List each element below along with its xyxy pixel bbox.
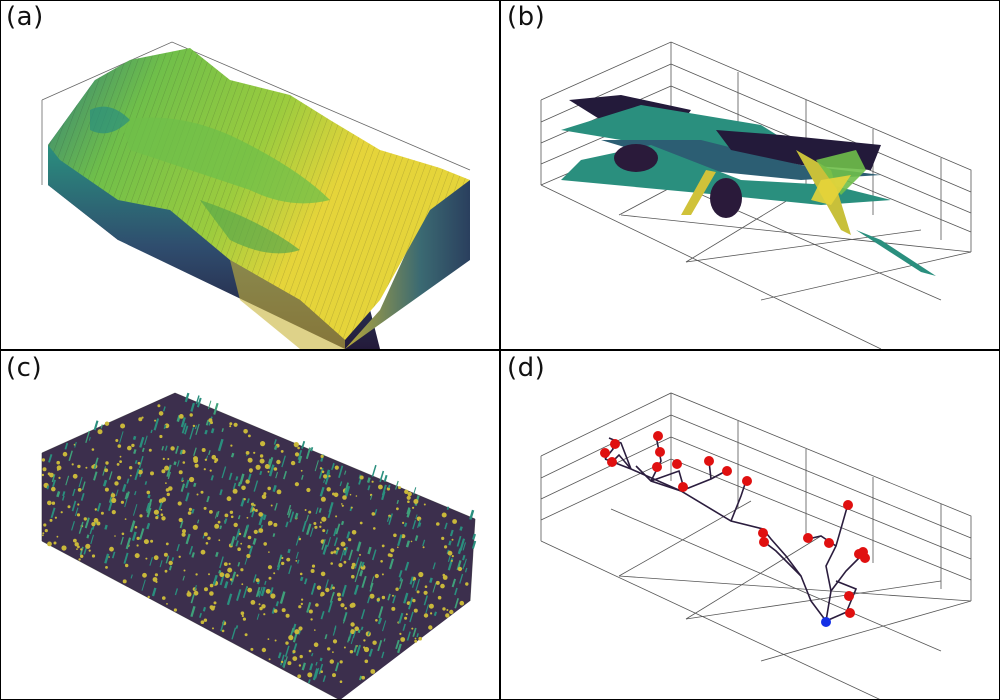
leaf-node [652,462,662,472]
leaf-node [610,439,620,449]
leaf-node [672,459,682,469]
fault-disc-1 [614,144,658,172]
panel-divider-horizontal [0,349,1000,351]
terrain-right-face [345,180,470,349]
panel-c: (c) [0,351,499,700]
fault-surfaces-plot [540,41,972,349]
panel-d: (d) [501,351,1000,700]
leaf-node [607,457,617,467]
axis-box-a [41,41,471,185]
leaf-node [600,448,610,458]
panel-label-d: (d) [507,353,546,383]
tree-network-plot [540,392,972,700]
leaf-node [803,533,813,543]
tree-leaf-nodes [600,431,870,618]
panel-label-c: (c) [6,353,43,383]
leaf-node [742,476,752,486]
particle-cloud-plot [41,392,477,700]
leaf-node [678,482,688,492]
particle-cloud-body [42,393,475,700]
leaf-node [655,447,665,457]
fault-disc-2 [710,178,742,218]
leaf-node [858,547,868,557]
leaf-node [844,591,854,601]
panel-label-a: (a) [6,2,44,32]
leaf-node [845,608,855,618]
tree-edges [604,435,862,622]
leaf-node [824,538,834,548]
fault-tail [856,230,936,276]
panel-label-b: (b) [507,2,546,32]
terrain-block-plot [41,41,471,349]
leaf-node [843,500,853,510]
leaf-node [758,528,768,538]
leaf-node [759,537,769,547]
root-node [821,617,831,627]
leaf-node [722,466,732,476]
axis-box-d [540,392,972,700]
fault-sliver-yellow [681,170,716,215]
leaf-node [704,456,714,466]
leaf-node [653,431,663,441]
panel-b: (b) [501,0,1000,349]
panel-a: (a) [0,0,499,349]
